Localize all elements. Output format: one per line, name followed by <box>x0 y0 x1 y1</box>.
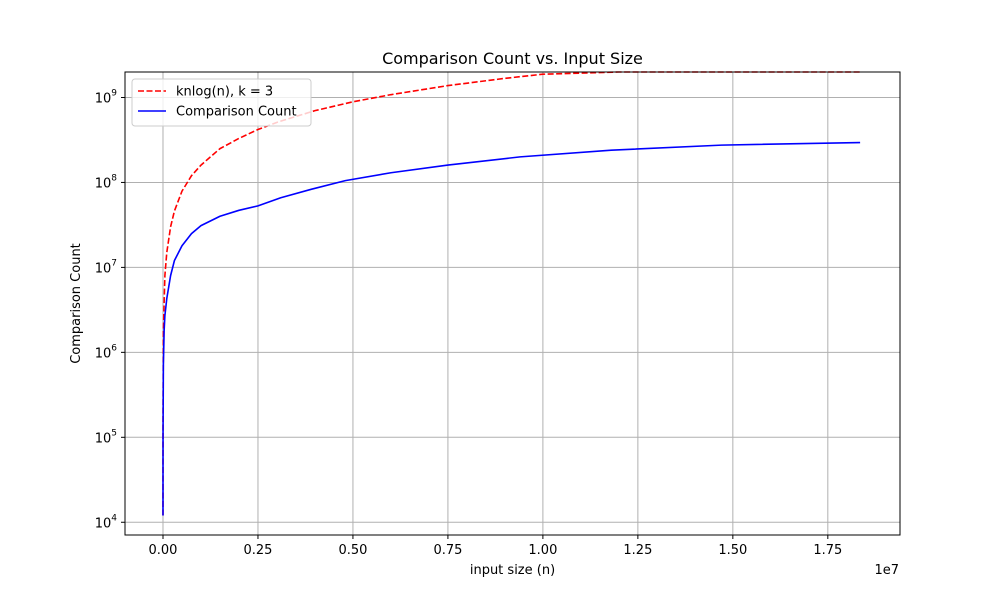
y-tick-base: 10 <box>95 431 112 446</box>
y-tick-base: 10 <box>95 516 112 531</box>
y-tick-exponent: 9 <box>111 88 117 98</box>
grid <box>125 72 900 535</box>
series-layer <box>162 71 861 516</box>
x-tick-label: 0.25 <box>243 543 272 558</box>
x-tick-label: 0.50 <box>338 543 367 558</box>
x-tick-label: 0.75 <box>433 543 462 558</box>
x-tick-label: 1.50 <box>718 543 747 558</box>
legend: knlog(n), k = 3 Comparison Count <box>131 78 312 127</box>
y-tick-label: 108 <box>95 173 118 191</box>
y-tick-base: 10 <box>95 91 112 106</box>
y-axis-label: Comparison Count <box>69 243 84 364</box>
y-tick-label: 105 <box>95 428 117 446</box>
y-tick-base: 10 <box>95 346 112 361</box>
ticks: 0.00 0.25 0.50 0.75 1.00 1.25 1.50 1.7510410510… <box>95 88 843 558</box>
chart-title: Comparison Count vs. Input Size <box>382 49 643 68</box>
plot-frame <box>124 71 901 536</box>
y-tick-exponent: 7 <box>111 258 117 268</box>
series-line-knlog <box>162 71 861 516</box>
y-tick-exponent: 5 <box>111 428 117 438</box>
legend-label-comparison-count: Comparison Count <box>176 105 297 120</box>
y-tick-label: 107 <box>95 258 117 276</box>
y-tick-base: 10 <box>95 261 112 276</box>
y-tick-label: 106 <box>95 343 118 361</box>
x-axis-offset-label: 1e7 <box>874 563 899 578</box>
y-tick-exponent: 8 <box>111 173 117 183</box>
y-tick-exponent: 6 <box>111 343 117 353</box>
y-tick-label: 109 <box>95 88 118 106</box>
x-tick-label: 1.75 <box>813 543 842 558</box>
series-line-comparison-count <box>162 141 861 516</box>
legend-label-knlog: knlog(n), k = 3 <box>176 85 273 100</box>
y-tick-label: 104 <box>95 513 118 531</box>
x-tick-label: 0.00 <box>149 543 178 558</box>
x-tick-label: 1.00 <box>528 543 557 558</box>
legend-box <box>131 78 312 127</box>
x-tick-label: 1.25 <box>623 543 652 558</box>
y-tick-exponent: 4 <box>111 513 117 523</box>
x-axis-label: input size (n) <box>470 563 555 578</box>
y-tick-base: 10 <box>95 176 112 191</box>
